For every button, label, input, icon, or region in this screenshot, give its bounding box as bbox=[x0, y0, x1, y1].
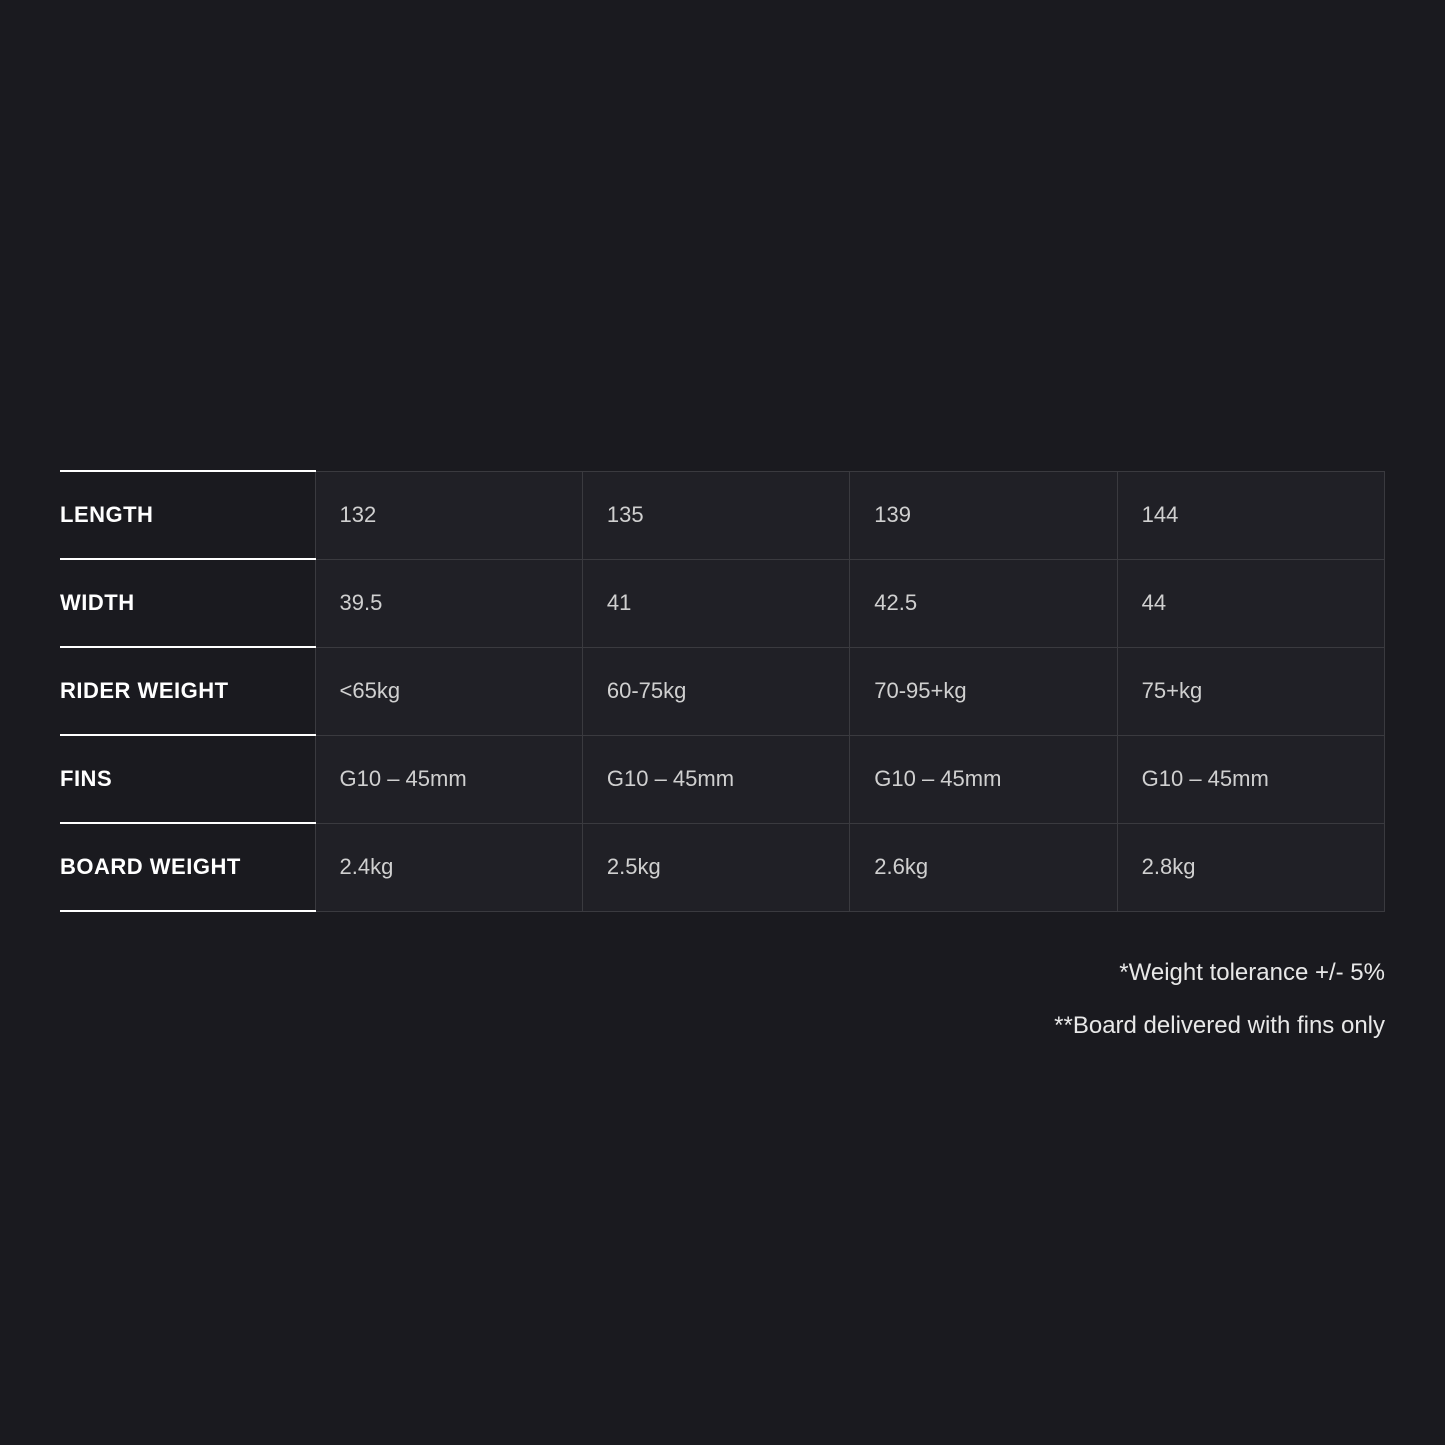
table-cell: 2.4kg bbox=[315, 823, 582, 911]
table-row: BOARD WEIGHT 2.4kg 2.5kg 2.6kg 2.8kg bbox=[60, 823, 1385, 911]
spec-table-container: LENGTH 132 135 139 144 WIDTH 39.5 41 42.… bbox=[60, 470, 1385, 1053]
table-cell: 135 bbox=[582, 471, 849, 559]
row-label-fins: FINS bbox=[60, 735, 315, 823]
table-cell: 70-95+kg bbox=[850, 647, 1117, 735]
table-cell: G10 – 45mm bbox=[1117, 735, 1384, 823]
table-cell: G10 – 45mm bbox=[315, 735, 582, 823]
table-cell: 132 bbox=[315, 471, 582, 559]
row-label-length: LENGTH bbox=[60, 471, 315, 559]
row-label-board-weight: BOARD WEIGHT bbox=[60, 823, 315, 911]
table-cell: 39.5 bbox=[315, 559, 582, 647]
table-row: FINS G10 – 45mm G10 – 45mm G10 – 45mm G1… bbox=[60, 735, 1385, 823]
table-cell: 42.5 bbox=[850, 559, 1117, 647]
table-cell: 2.8kg bbox=[1117, 823, 1384, 911]
table-cell: 139 bbox=[850, 471, 1117, 559]
table-cell: 144 bbox=[1117, 471, 1384, 559]
table-cell: 2.5kg bbox=[582, 823, 849, 911]
row-label-width: WIDTH bbox=[60, 559, 315, 647]
footnote-fins-only: **Board delivered with fins only bbox=[60, 1000, 1385, 1053]
spec-table: LENGTH 132 135 139 144 WIDTH 39.5 41 42.… bbox=[60, 470, 1385, 912]
footnote-weight-tolerance: *Weight tolerance +/- 5% bbox=[60, 947, 1385, 1000]
table-cell: 2.6kg bbox=[850, 823, 1117, 911]
footnotes: *Weight tolerance +/- 5% **Board deliver… bbox=[60, 947, 1385, 1053]
table-cell: 75+kg bbox=[1117, 647, 1384, 735]
table-cell: 60-75kg bbox=[582, 647, 849, 735]
table-cell: 41 bbox=[582, 559, 849, 647]
row-label-rider-weight: RIDER WEIGHT bbox=[60, 647, 315, 735]
table-row: WIDTH 39.5 41 42.5 44 bbox=[60, 559, 1385, 647]
table-cell: G10 – 45mm bbox=[582, 735, 849, 823]
table-cell: <65kg bbox=[315, 647, 582, 735]
table-cell: 44 bbox=[1117, 559, 1384, 647]
table-cell: G10 – 45mm bbox=[850, 735, 1117, 823]
table-row: RIDER WEIGHT <65kg 60-75kg 70-95+kg 75+k… bbox=[60, 647, 1385, 735]
table-row: LENGTH 132 135 139 144 bbox=[60, 471, 1385, 559]
